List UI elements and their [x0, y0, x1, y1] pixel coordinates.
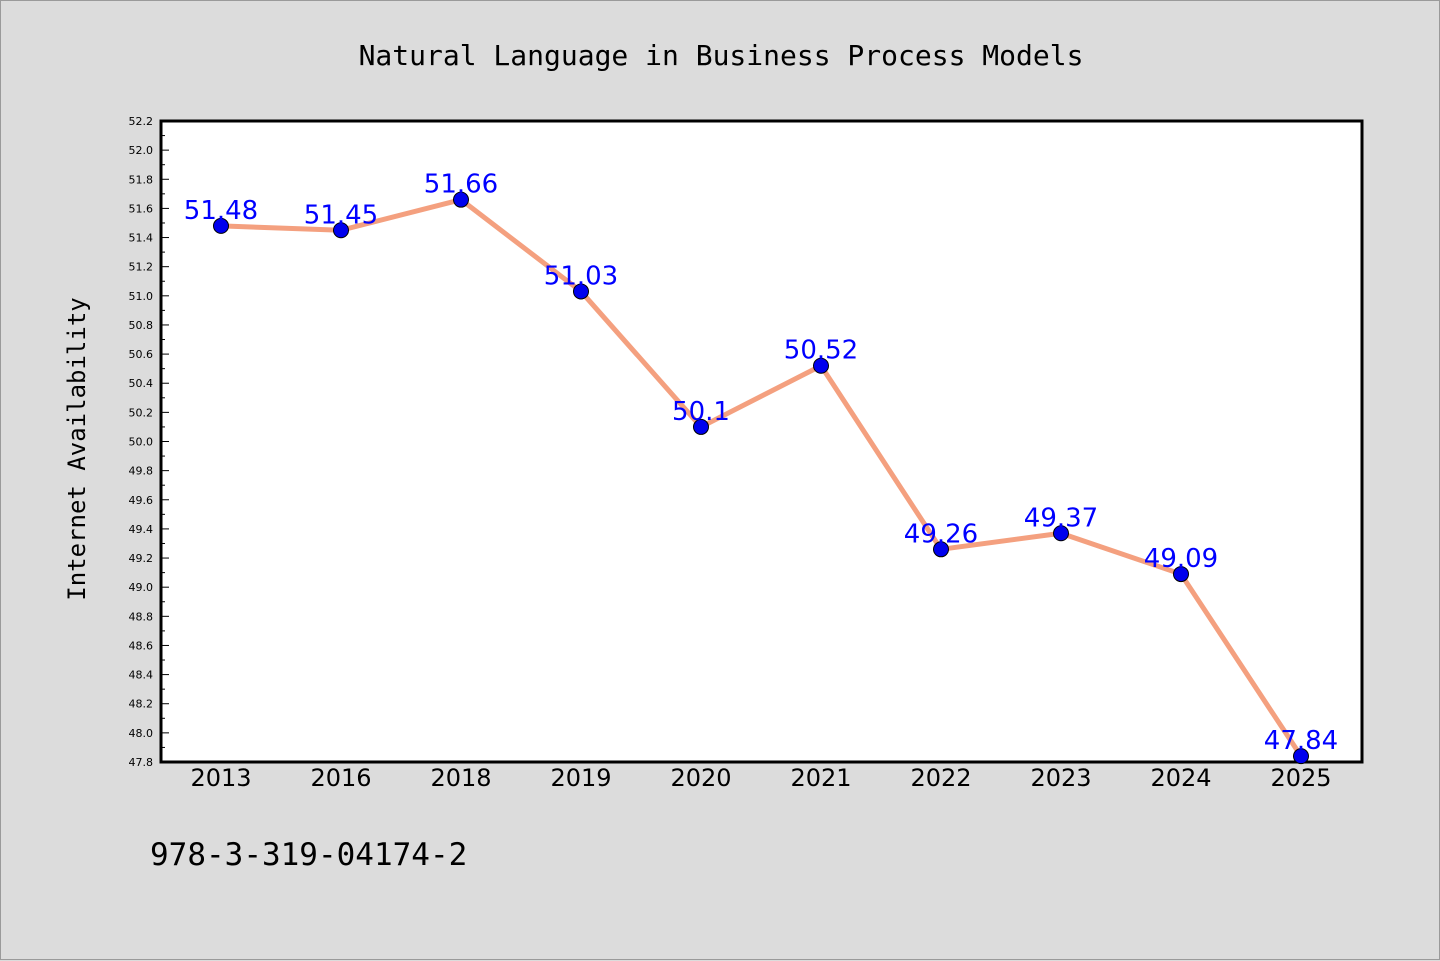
- footer-isbn: 978-3-319-04174-2: [150, 837, 467, 873]
- y-tick-label: 50.2: [129, 406, 154, 419]
- data-label: 50.1: [672, 397, 730, 427]
- data-label: 51.48: [184, 196, 258, 226]
- y-tick-label: 51.6: [129, 202, 154, 215]
- x-tick-label: 2024: [1150, 764, 1211, 792]
- y-tick-label: 51.0: [129, 290, 154, 303]
- x-tick-label: 2020: [670, 764, 731, 792]
- data-label: 49.26: [904, 519, 978, 549]
- data-label: 49.09: [1144, 544, 1218, 574]
- data-label: 47.84: [1264, 726, 1338, 756]
- x-tick-label: 2018: [430, 764, 491, 792]
- y-tick-label: 51.4: [129, 232, 154, 245]
- y-tick-label: 48.0: [129, 727, 154, 740]
- y-tick-label: 48.6: [129, 639, 154, 652]
- y-tick-label: 49.4: [129, 523, 154, 536]
- chart-title: Natural Language in Business Process Mod…: [359, 39, 1084, 72]
- data-point: [1173, 566, 1189, 583]
- data-point: [453, 191, 469, 208]
- y-tick-label: 50.6: [129, 348, 154, 361]
- y-axis-label: Internet Availability: [63, 297, 91, 600]
- data-point: [573, 283, 589, 300]
- data-point: [813, 357, 829, 374]
- data-label: 51.45: [304, 200, 378, 230]
- y-tick-label: 51.8: [129, 173, 154, 186]
- data-label: 50.52: [784, 336, 858, 366]
- y-tick-label: 52.0: [129, 144, 154, 157]
- data-point: [693, 418, 709, 435]
- y-tick-label: 50.0: [129, 436, 154, 449]
- y-axis: 47.8 48.0 48.2 48.4 48.6 48.8 49.0 49.2 49.4 49.6…: [129, 115, 169, 769]
- series-line: [220, 197, 1304, 758]
- data-point: [333, 222, 349, 239]
- y-tick-label: 52.2: [129, 115, 154, 128]
- y-tick-label: 49.2: [129, 552, 154, 565]
- y-tick-label: 50.8: [129, 319, 154, 332]
- y-tick-label: 48.2: [129, 698, 154, 711]
- x-tick-label: 2023: [1030, 764, 1091, 792]
- y-tick-label: 51.2: [129, 261, 154, 274]
- x-tick-label: 2016: [310, 764, 371, 792]
- y-tick-label: 49.0: [129, 581, 154, 594]
- data-labels: 51.48 51.45 51.66 51.03 50.1 50.52 49.26 49.37 4…: [184, 170, 1338, 757]
- data-point: [1293, 748, 1309, 765]
- y-tick-label: 49.6: [129, 494, 154, 507]
- x-tick-label: 2019: [550, 764, 611, 792]
- y-tick-label: 48.8: [129, 610, 154, 623]
- data-label: 51.66: [424, 170, 498, 200]
- plot-area: [159, 119, 1364, 764]
- x-tick-label: 2025: [1270, 764, 1331, 792]
- data-point: [1053, 525, 1069, 542]
- series-markers: [213, 191, 1309, 765]
- data-point: [213, 217, 229, 234]
- data-label: 49.37: [1024, 503, 1098, 533]
- data-point: [933, 541, 949, 558]
- x-tick-label: 2021: [790, 764, 851, 792]
- x-tick-label: 2013: [190, 764, 251, 792]
- y-tick-label: 50.4: [129, 377, 154, 390]
- data-label: 51.03: [544, 261, 618, 291]
- x-tick-label: 2022: [910, 764, 971, 792]
- y-tick-label: 48.4: [129, 669, 154, 682]
- y-tick-label: 47.8: [129, 756, 154, 769]
- x-axis: 2013 2016 2018 2019 2020 2021 2022 2023 2024 2025: [190, 764, 1331, 792]
- y-tick-label: 49.8: [129, 465, 154, 478]
